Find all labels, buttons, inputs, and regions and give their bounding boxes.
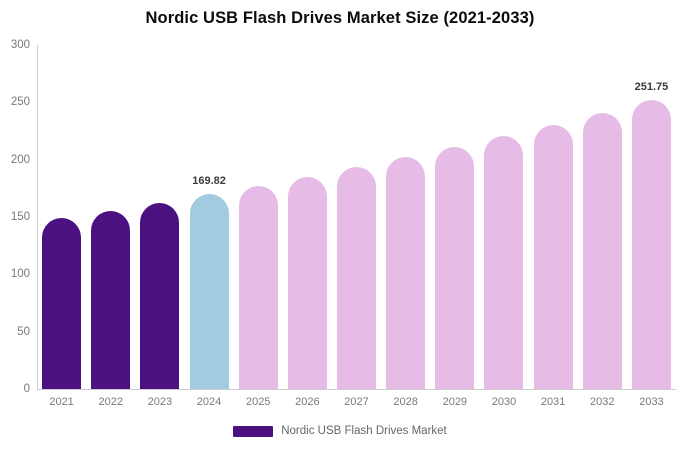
bar-2028[interactable]	[386, 157, 426, 389]
data-label-2033: 251.75	[634, 81, 669, 94]
chart-title: Nordic USB Flash Drives Market Size (202…	[145, 9, 535, 27]
y-tick-label: 200	[10, 153, 30, 166]
x-tick-label: 2027	[344, 396, 369, 408]
x-axis-line	[37, 389, 676, 390]
legend-label: Nordic USB Flash Drives Market	[281, 425, 447, 437]
bar-column-2033: 251.75	[627, 45, 676, 389]
bar-2026[interactable]	[287, 176, 327, 389]
y-tick-label: 50	[17, 325, 30, 338]
x-axis: 2021 2022 2023 2024 2025 2026 2027 2028 2029 2030…	[37, 396, 676, 408]
bar-column-2023	[135, 45, 184, 389]
y-tick-label: 100	[10, 268, 30, 281]
legend-item[interactable]: Nordic USB Flash Drives Market	[233, 425, 447, 437]
x-tick-label: 2023	[147, 396, 173, 408]
bar-column-2028	[381, 45, 430, 389]
y-tick-label: 150	[10, 211, 30, 223]
x-tick-label: 2021	[49, 396, 74, 408]
x-tick-label: 2033	[639, 396, 664, 408]
bar-2027[interactable]	[337, 167, 377, 389]
x-tick-label: 2028	[393, 396, 418, 408]
x-tick-label: 2031	[540, 396, 566, 408]
legend: Nordic USB Flash Drives Market	[0, 425, 680, 437]
x-tick-label: 2029	[442, 396, 468, 408]
bar-column-2027	[332, 45, 381, 389]
bar-column-2021	[37, 45, 86, 389]
bar-column-2025	[234, 45, 283, 389]
y-axis: 0 50 100 150 200 250 300	[0, 0, 30, 450]
bar-column-2029	[430, 45, 479, 389]
bar-2033[interactable]	[631, 100, 671, 389]
bar-column-2032	[578, 45, 627, 389]
x-tick-label: 2030	[491, 396, 517, 408]
bar-2024[interactable]	[189, 194, 229, 389]
bar-column-2022	[86, 45, 135, 389]
bar-2030[interactable]	[484, 135, 524, 389]
data-label-2024: 169.82	[192, 175, 226, 188]
bar-2022[interactable]	[91, 210, 131, 389]
bar-column-2030	[479, 45, 528, 389]
x-tick-label: 2022	[98, 396, 123, 408]
bar-2021[interactable]	[42, 218, 82, 389]
bar-column-2026	[283, 45, 332, 389]
bar-2025[interactable]	[238, 185, 278, 389]
bar-2023[interactable]	[140, 202, 180, 389]
bar-series: 169.82 251.75	[37, 45, 676, 389]
x-tick-label: 2024	[196, 396, 222, 408]
legend-swatch	[233, 425, 274, 437]
x-tick-label: 2025	[245, 396, 271, 408]
y-tick-label: 250	[10, 96, 30, 109]
bar-column-2024: 169.82	[184, 45, 233, 389]
bar-2029[interactable]	[435, 146, 475, 389]
y-tick-label: 300	[10, 39, 30, 51]
bar-column-2031	[529, 45, 578, 389]
bar-2031[interactable]	[533, 124, 573, 389]
y-axis-line	[37, 45, 38, 390]
x-tick-label: 2032	[590, 396, 615, 408]
y-tick-label: 0	[23, 383, 30, 395]
x-tick-label: 2026	[295, 396, 320, 408]
bar-2032[interactable]	[582, 112, 622, 389]
